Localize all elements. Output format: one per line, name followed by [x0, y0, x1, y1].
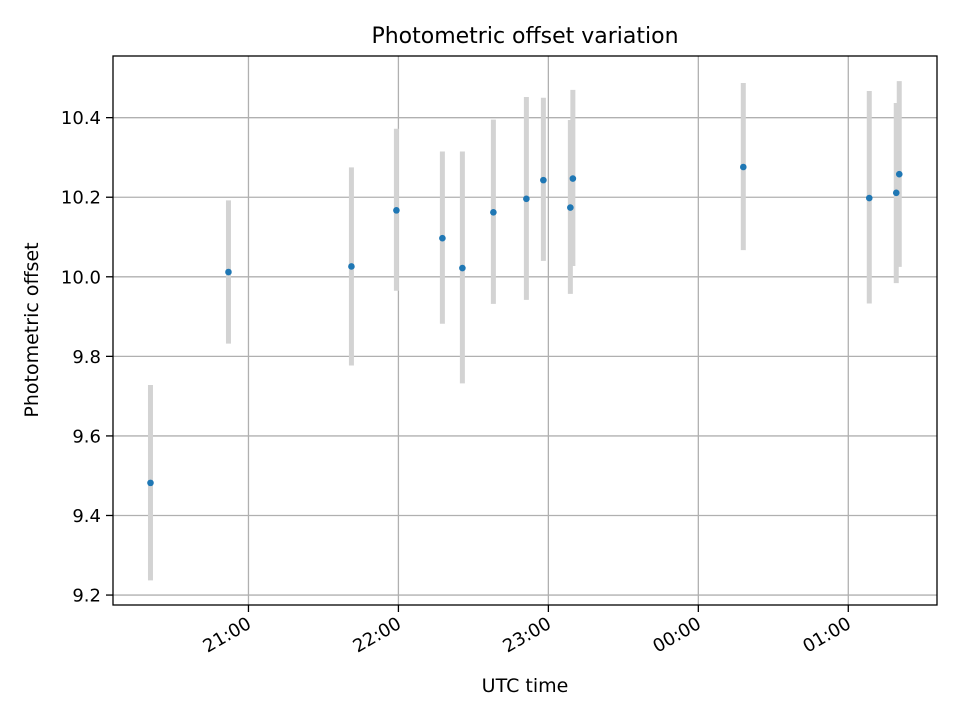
y-axis-label: Photometric offset [21, 242, 43, 417]
data-point [569, 175, 577, 182]
y-tick-label: 9.4 [72, 506, 101, 527]
data-point [459, 264, 466, 272]
data-point [439, 234, 446, 242]
y-tick-label: 10.4 [61, 108, 101, 129]
data-point [892, 189, 900, 197]
x-axis-label: UTC time [482, 675, 569, 697]
y-tick-label: 9.6 [72, 426, 101, 447]
data-point [895, 170, 903, 178]
plot-frame [112, 55, 938, 606]
data-point [393, 207, 400, 214]
y-tick-label: 9.8 [72, 347, 101, 368]
y-tick-label: 10.2 [61, 188, 101, 209]
data-point [348, 263, 355, 270]
data-point [740, 163, 747, 171]
data-point [523, 195, 530, 203]
chart-title: Photometric offset variation [371, 24, 678, 49]
data-point [490, 209, 497, 216]
data-point [865, 194, 873, 202]
data-point [225, 268, 232, 276]
data-point [567, 204, 574, 211]
data-points [147, 163, 903, 487]
y-axis-ticks: 9.2 9.4 9.6 9.8 10.0 10.2 10.4 [61, 108, 113, 607]
data-point [540, 176, 547, 184]
y-tick-label: 9.2 [72, 586, 101, 607]
data-point [147, 479, 154, 487]
y-tick-label: 10.0 [61, 267, 101, 288]
grid-lines [113, 56, 937, 605]
